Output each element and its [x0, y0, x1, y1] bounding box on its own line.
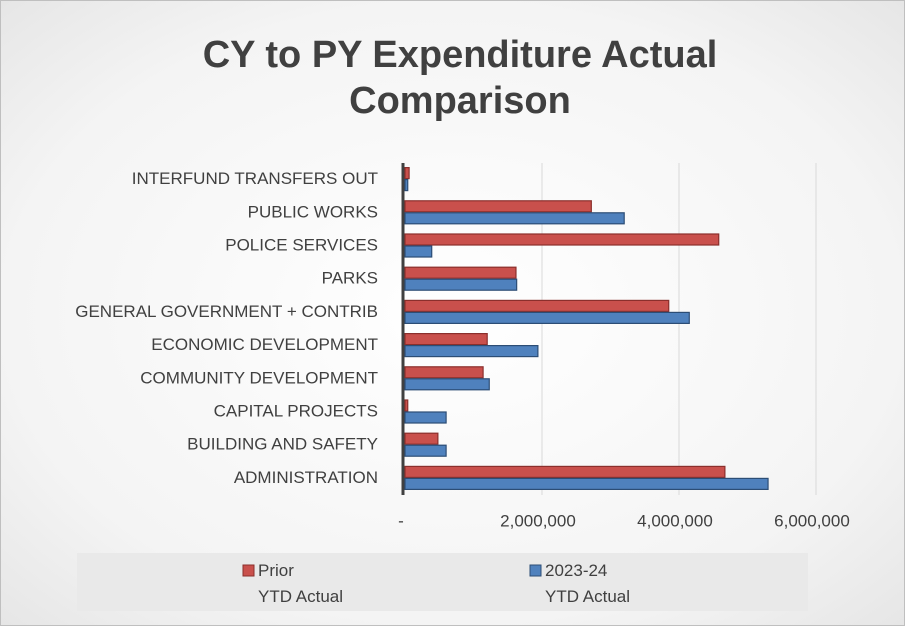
- y-tick-label: CAPITAL PROJECTS: [214, 401, 378, 420]
- chart-title: CY to PY Expenditure Actual Comparison: [202, 34, 718, 122]
- legend-swatch: [529, 564, 542, 577]
- legend-box: [77, 553, 808, 611]
- bar: [404, 167, 410, 180]
- bar: [404, 179, 409, 192]
- bar: [404, 432, 439, 445]
- y-tick-label: POLICE SERVICES: [225, 235, 378, 254]
- bar: [404, 411, 447, 424]
- bar: [404, 266, 517, 279]
- y-tick-label: PARKS: [322, 269, 378, 288]
- y-tick-label: ADMINISTRATION: [234, 468, 378, 487]
- y-tick-label: GENERAL GOVERNMENT + CONTRIB: [75, 302, 378, 321]
- bar: [404, 245, 433, 258]
- bar: [404, 465, 726, 478]
- x-tick-label: -: [398, 511, 404, 530]
- legend-swatch: [242, 564, 255, 577]
- bar: [404, 477, 769, 490]
- bar: [404, 299, 670, 312]
- x-tick-label: 4,000,000: [637, 511, 713, 530]
- bar: [404, 345, 539, 358]
- bar: [404, 378, 490, 391]
- y-tick-label: ECONOMIC DEVELOPMENT: [151, 335, 378, 354]
- bar: [404, 444, 447, 457]
- legend-label: Prior YTD Actual: [258, 561, 344, 606]
- y-tick-label: PUBLIC WORKS: [248, 202, 378, 221]
- bar: [404, 333, 488, 346]
- x-tick-label: 2,000,000: [500, 511, 576, 530]
- bar: [404, 212, 625, 225]
- legend-label: 2023-24 YTD Actual: [545, 561, 631, 606]
- bar: [404, 200, 592, 213]
- bar: [404, 366, 484, 379]
- bar: [404, 233, 720, 246]
- bar: [404, 399, 409, 412]
- y-tick-label: BUILDING AND SAFETY: [187, 435, 378, 454]
- y-tick-label: COMMUNITY DEVELOPMENT: [140, 368, 378, 387]
- x-tick-label: 6,000,000: [774, 511, 850, 530]
- bar: [404, 311, 690, 324]
- bar: [404, 278, 518, 291]
- y-tick-label: INTERFUND TRANSFERS OUT: [132, 169, 378, 188]
